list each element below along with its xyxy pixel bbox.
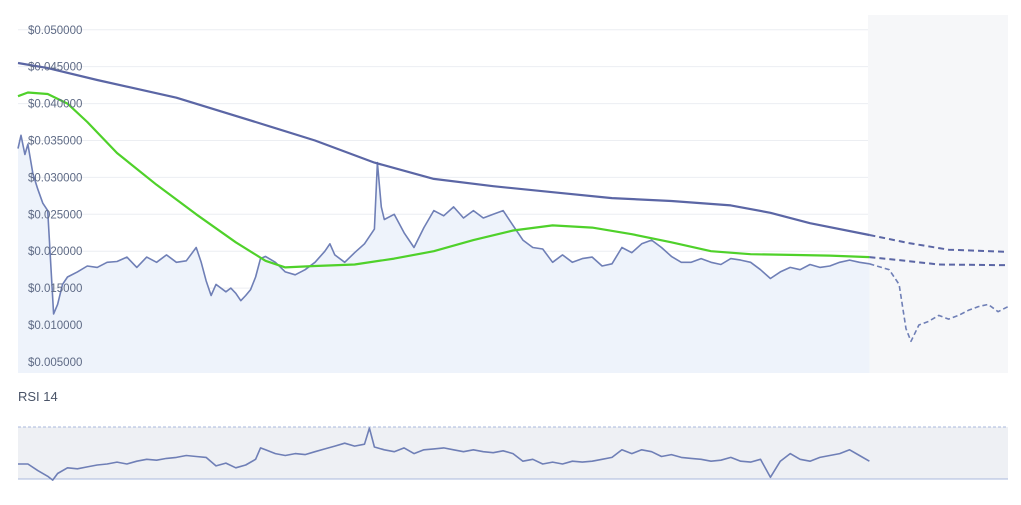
long-average-line	[17, 61, 870, 237]
y-tick-label: $0.020000	[28, 246, 82, 258]
price-forecast-line	[869, 263, 1009, 343]
short-average-forecast-line	[869, 256, 1009, 267]
price-line	[17, 134, 870, 315]
y-tick-label: $0.005000	[28, 357, 82, 369]
y-tick-label: $0.050000	[28, 25, 82, 37]
price-area-fill	[18, 135, 870, 373]
rsi-lines	[18, 426, 1008, 481]
y-tick-label: $0.035000	[28, 135, 82, 147]
y-tick-label: $0.025000	[28, 209, 82, 221]
long-average-forecast-line	[869, 234, 1009, 253]
rsi-title: RSI 14	[18, 389, 58, 404]
main-series-lines	[17, 61, 1009, 343]
y-axis-tick-labels: $0.050000 $0.045000 $0.040000 $0.035000 $0.0…	[28, 25, 82, 369]
y-tick-label: $0.030000	[28, 172, 82, 184]
short-average-line	[17, 91, 870, 269]
y-tick-label: $0.010000	[28, 320, 82, 332]
y-tick-label: $0.015000	[28, 283, 82, 295]
y-tick-label: $0.040000	[28, 99, 82, 111]
y-tick-label: $0.045000	[28, 62, 82, 74]
forecast-background	[868, 15, 1008, 373]
rsi-line	[18, 427, 870, 481]
